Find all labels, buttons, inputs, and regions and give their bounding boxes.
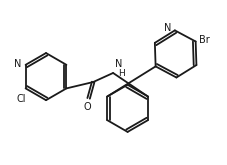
Text: O: O <box>84 102 91 112</box>
Text: N: N <box>14 59 21 69</box>
Text: N: N <box>163 23 170 33</box>
Text: Br: Br <box>198 35 209 45</box>
Text: H: H <box>118 69 125 78</box>
Text: N: N <box>114 59 122 69</box>
Text: Cl: Cl <box>16 94 26 104</box>
